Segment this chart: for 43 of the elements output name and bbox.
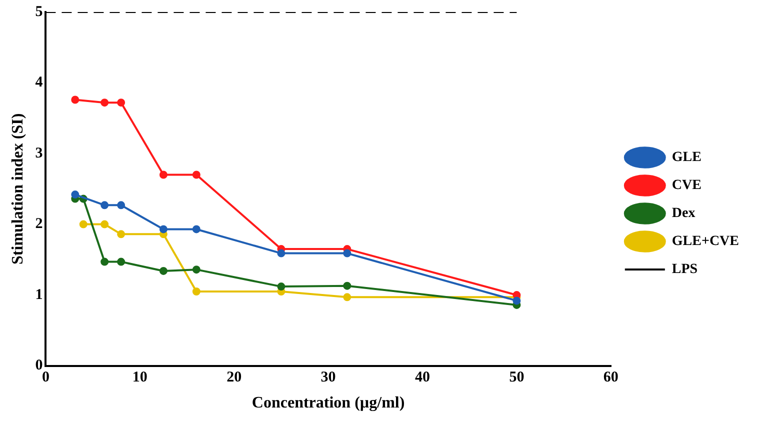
- point: [117, 230, 126, 238]
- point: [192, 170, 200, 179]
- point: [277, 249, 286, 258]
- point: [512, 296, 521, 305]
- y-tick-label: 2: [35, 216, 43, 232]
- legend-label: GLE: [672, 150, 702, 166]
- point: [159, 170, 168, 179]
- point: [192, 288, 200, 296]
- point: [192, 225, 200, 234]
- point: [71, 96, 80, 104]
- x-axis-title: Concentration (µg/ml): [252, 394, 405, 412]
- x-tick-label: 20: [226, 370, 242, 386]
- legend-label: CVE: [672, 178, 702, 194]
- point: [117, 258, 126, 266]
- x-tick-label: 30: [320, 370, 336, 386]
- point: [343, 293, 352, 302]
- x-tick-label: 10: [132, 370, 148, 386]
- legend-label: LPS: [672, 262, 698, 278]
- legend-label: GLE+CVE: [672, 234, 740, 250]
- point: [343, 249, 352, 258]
- x-tick-label: 40: [415, 370, 430, 386]
- point: [192, 266, 200, 274]
- y-tick-label: 5: [35, 4, 43, 20]
- y-tick-label: 1: [35, 286, 43, 303]
- y-tick-label: 3: [35, 145, 43, 162]
- point: [79, 220, 88, 228]
- legend-label: Dex: [672, 206, 696, 222]
- point: [159, 266, 168, 275]
- point: [71, 190, 80, 199]
- point: [343, 282, 352, 290]
- y-axis-title: Stimulation index (SI): [10, 113, 27, 264]
- y-tick-label: 4: [35, 74, 44, 91]
- y-tick-label: 0: [35, 358, 43, 374]
- point: [100, 201, 109, 210]
- x-tick-label: 60: [603, 370, 618, 386]
- point: [159, 225, 168, 234]
- point: [100, 98, 109, 107]
- point: [100, 258, 109, 266]
- point: [117, 98, 126, 107]
- point: [277, 282, 286, 291]
- point: [100, 220, 109, 228]
- x-tick-label: 50: [509, 370, 524, 386]
- point: [117, 201, 126, 210]
